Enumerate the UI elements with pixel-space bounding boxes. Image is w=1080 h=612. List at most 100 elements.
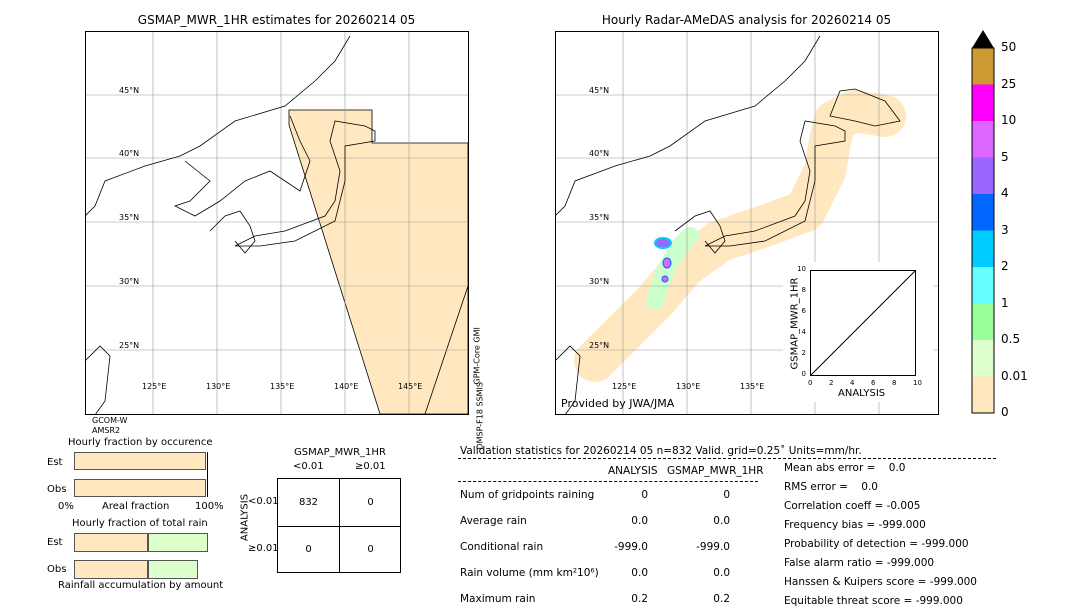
lat-label: 25°N (589, 341, 610, 350)
score: Mean abs error = 0.0 (784, 462, 906, 474)
colorbar-label: 3 (1001, 222, 1009, 237)
left-map-title: GSMAP_MWR_1HR estimates for 20260214 05 (137, 13, 416, 27)
sensor-label: DMSP-F18 SSMIS (475, 382, 485, 450)
tick-0pct: 0% (58, 501, 74, 512)
lon-label: 125°E (612, 382, 637, 391)
lon-label: 135°E (270, 382, 295, 391)
colorbar-segment (972, 340, 994, 377)
lat-label: 40°N (119, 149, 140, 158)
stat-gsmap: 0 (723, 489, 730, 501)
colorbar-segment (972, 121, 994, 158)
lon-label: 130°E (676, 382, 701, 391)
occurrence-xlabel: Areal fraction (102, 501, 170, 512)
stat-label: Num of gridpoints raining (460, 489, 595, 501)
obs-label: Obs (47, 564, 67, 575)
stats-header: Validation statistics for 20260214 05 n=… (460, 445, 862, 457)
colorbar-label: 2 (1001, 259, 1009, 273)
colorbar-label: 4 (1001, 186, 1009, 200)
coastline (85, 35, 376, 415)
scatter-ytick: 6 (801, 307, 806, 315)
scatter-xtick: 8 (892, 379, 897, 387)
colorbar-segment (972, 194, 994, 231)
col-gsmap: GSMAP_MWR_1HR (667, 465, 764, 477)
cell: 0 (305, 544, 312, 555)
stat-analysis: 0.0 (631, 567, 648, 579)
est-bar-low (74, 533, 148, 552)
stat-analysis: 0.2 (631, 593, 648, 605)
stat-analysis: 0 (641, 489, 648, 501)
lat-label: 25°N (119, 341, 140, 350)
obs-bar-low (74, 560, 148, 579)
scatter-ytick: 4 (801, 328, 806, 336)
est-bar-light (148, 533, 208, 552)
score: False alarm ratio = -999.000 (784, 557, 935, 569)
rain-fraction-title: Hourly fraction of total rain (72, 518, 208, 529)
est-bar (74, 452, 206, 470)
lat-label: 30°N (119, 277, 140, 286)
est-label: Est (47, 457, 63, 468)
right-map-title: Hourly Radar-AMeDAS analysis for 2026021… (601, 13, 892, 27)
colorbar-label: 50 (1001, 40, 1017, 54)
colorbar-label: 5 (1001, 149, 1009, 164)
lon-label: 135°E (740, 382, 765, 391)
scatter-xtick: 6 (871, 379, 876, 387)
scatter-ytick: 10 (797, 265, 806, 273)
stat-analysis: 0.0 (631, 515, 648, 527)
diagonal-line (810, 270, 916, 376)
divider (458, 481, 758, 482)
stat-gsmap: 0.0 (713, 567, 730, 579)
sensor-label: AMSR2 (92, 426, 121, 435)
tick-100pct: 100% (195, 501, 224, 512)
row-label: ≥0.01 (248, 543, 279, 554)
colorbar-label: 10 (1001, 113, 1017, 127)
obs-bar-light (148, 560, 198, 579)
lat-label: 35°N (589, 213, 610, 222)
scatter-ytick: 8 (801, 286, 806, 294)
stat-label: Conditional rain (460, 541, 544, 553)
colorbar-segment (972, 267, 994, 304)
stat-gsmap: 0.2 (713, 593, 730, 605)
lat-label: 40°N (589, 149, 610, 158)
col-analysis: ANALYSIS (608, 465, 658, 477)
scatter-ytick: 0 (801, 370, 806, 378)
cell: 0 (367, 544, 374, 555)
stat-label: Average rain (460, 515, 527, 527)
occurrence-plot (74, 452, 208, 497)
colorbar-segment (972, 303, 994, 340)
scatter-xtick: 10 (913, 379, 922, 387)
stat-analysis: -999.0 (614, 541, 648, 553)
score: Hanssen & Kuipers score = -999.000 (784, 576, 977, 588)
scatter-ylabel: GSMAP_MWR_1HR (789, 277, 801, 370)
lon-label: 125°E (142, 382, 167, 391)
colorbar-label: 1 (1001, 295, 1009, 310)
obs-bar (74, 479, 206, 497)
row-label: <0.01 (248, 496, 279, 507)
credit: Provided by JWA/JMA (561, 397, 675, 410)
colorbar-label: 0.01 (1001, 368, 1028, 383)
obs-label: Obs (47, 484, 67, 495)
colorbar-segment (972, 157, 994, 194)
lon-label: 130°E (206, 382, 231, 391)
stat-label: Rain volume (mm km²10⁶) (460, 567, 599, 579)
lon-label: 140°E (334, 382, 359, 391)
lat-label: 35°N (119, 213, 140, 222)
stat-label: Maximum rain (460, 593, 536, 605)
colorbar-segment (972, 376, 994, 413)
colorbar-segment (972, 230, 994, 267)
est-label: Est (47, 537, 63, 548)
occurrence-title: Hourly fraction by occurence (68, 437, 213, 448)
cell: 0 (367, 497, 374, 508)
score: Frequency bias = -999.000 (784, 519, 926, 531)
scatter-ytick: 2 (801, 349, 806, 357)
rain-fraction-xlabel: Rainfall accumulation by amount (58, 580, 224, 591)
lat-label: 45°N (589, 86, 610, 95)
contingency-title: GSMAP_MWR_1HR (294, 447, 386, 458)
cell: 832 (298, 497, 319, 508)
sensor-label: GCOM-W (92, 416, 128, 425)
score: RMS error = 0.0 (784, 481, 878, 493)
score: Correlation coeff = -0.005 (784, 500, 921, 512)
lat-label: 30°N (589, 277, 610, 286)
divider (458, 458, 996, 459)
lon-label: 145°E (398, 382, 423, 391)
colorbar-label: 25 (1001, 76, 1017, 91)
